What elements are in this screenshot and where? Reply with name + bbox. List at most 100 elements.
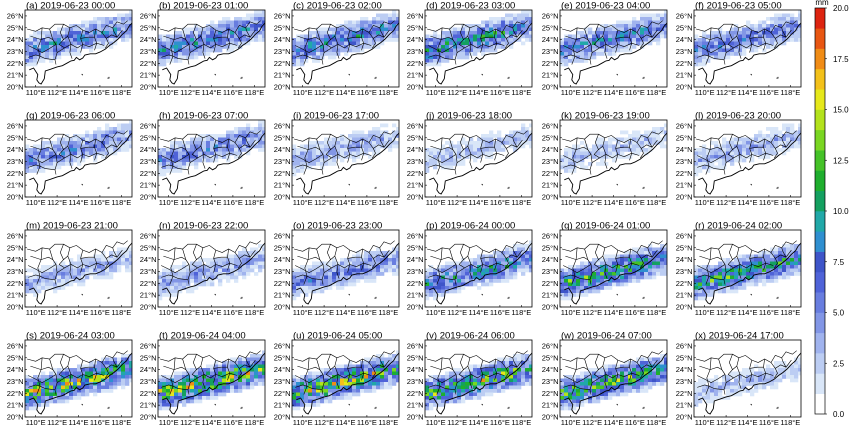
precip-cell [457,48,462,53]
precip-cell [101,130,106,135]
precip-cell [29,286,34,290]
precip-cell [117,382,122,386]
island [481,293,484,296]
precip-cell [101,148,106,152]
precip-cell [714,48,719,53]
precip-cell [660,130,665,135]
precip-cell [166,378,171,383]
precip-cell [332,137,337,142]
precip-cell [65,368,70,372]
precip-cell [49,396,54,400]
lat-tick-label: 26°N [676,11,693,20]
coastline [29,242,132,305]
precip-cell [750,265,755,269]
precip-cell [238,371,243,376]
precip-cell [465,151,470,156]
precip-cell [501,137,506,142]
precip-cell [262,148,265,152]
precip-cell [25,45,30,49]
precip-cell [304,165,309,170]
precip-cell [57,144,62,149]
precip-cell [324,265,329,269]
lon-tick-label: 116°E [90,418,110,425]
precip-cell [250,31,255,35]
precip-cell [596,286,601,290]
precip-cell [588,52,593,56]
precip-cell [101,151,106,156]
precip-cell [501,24,506,28]
precip-cell [396,13,399,18]
precip-cell [348,137,353,142]
precip-cell [37,48,42,53]
precip-cell [624,265,629,269]
precip-cell [41,389,46,393]
precip-cell [734,275,739,280]
precip-cell [174,162,179,166]
precip-cell [364,261,369,266]
precip-cell [226,45,231,49]
precip-cell [109,20,114,25]
precip-cell [324,144,329,149]
panel-title: (n) 2019-06-23 22:00 [159,221,248,232]
precip-cell [258,361,263,365]
precip-cell [304,151,309,156]
precip-cell [722,275,727,280]
precip-cell [348,41,353,46]
precip-cell [113,137,118,142]
precip-cell [376,261,381,266]
precip-cell [33,396,38,400]
precip-cell [300,144,305,149]
precip-cell [316,279,321,283]
precip-cell [238,130,243,135]
precip-cell [97,45,102,49]
precip-cell [97,31,102,35]
precip-cell [714,151,719,156]
precip-cell [97,34,102,39]
precip-cell [218,151,223,156]
precip-cell [702,272,707,276]
precip-cell [770,148,775,152]
precip-cell [493,275,498,280]
precip-cell [125,134,130,138]
precip-cell [564,48,569,53]
precip-cell [360,148,365,152]
precip-cell [296,151,301,156]
precip-cell [218,38,223,42]
precip-cell [396,38,399,42]
precip-cell [53,48,58,53]
lon-tick-label: 112°E [582,308,602,317]
precip-cell [782,247,787,252]
precip-cell [656,254,661,259]
precip-cell [234,141,239,145]
precip-cell [592,258,597,262]
precip-cell [632,137,637,142]
precip-cell [652,265,657,269]
precip-cell [742,48,747,53]
precip-cell [710,279,715,283]
precip-cell [576,155,581,159]
precip-cell [600,31,605,35]
precip-cell [230,368,235,372]
precip-cell [117,268,122,273]
precip-cell [81,258,86,262]
precip-cell [521,251,526,255]
precip-cell [596,144,601,149]
precip-cell [206,141,211,145]
lat-tick-label: 24°N [140,145,157,154]
precip-cell [186,378,191,383]
precip-cell [738,141,743,145]
precip-cell [258,13,263,18]
precip-cell [218,155,223,159]
precip-cell [93,265,98,269]
precip-cell [766,34,771,39]
precip-cell [497,24,502,28]
lat-tick-label: 20°N [542,193,559,202]
precip-cell [81,20,86,25]
precip-cell [368,144,373,149]
precip-cell [694,55,699,60]
precip-field [25,120,132,197]
panel-title: (d) 2019-06-23 03:00 [426,1,515,12]
precip-cell [296,55,301,60]
precip-cell [125,354,130,358]
precip-cell [770,261,775,266]
